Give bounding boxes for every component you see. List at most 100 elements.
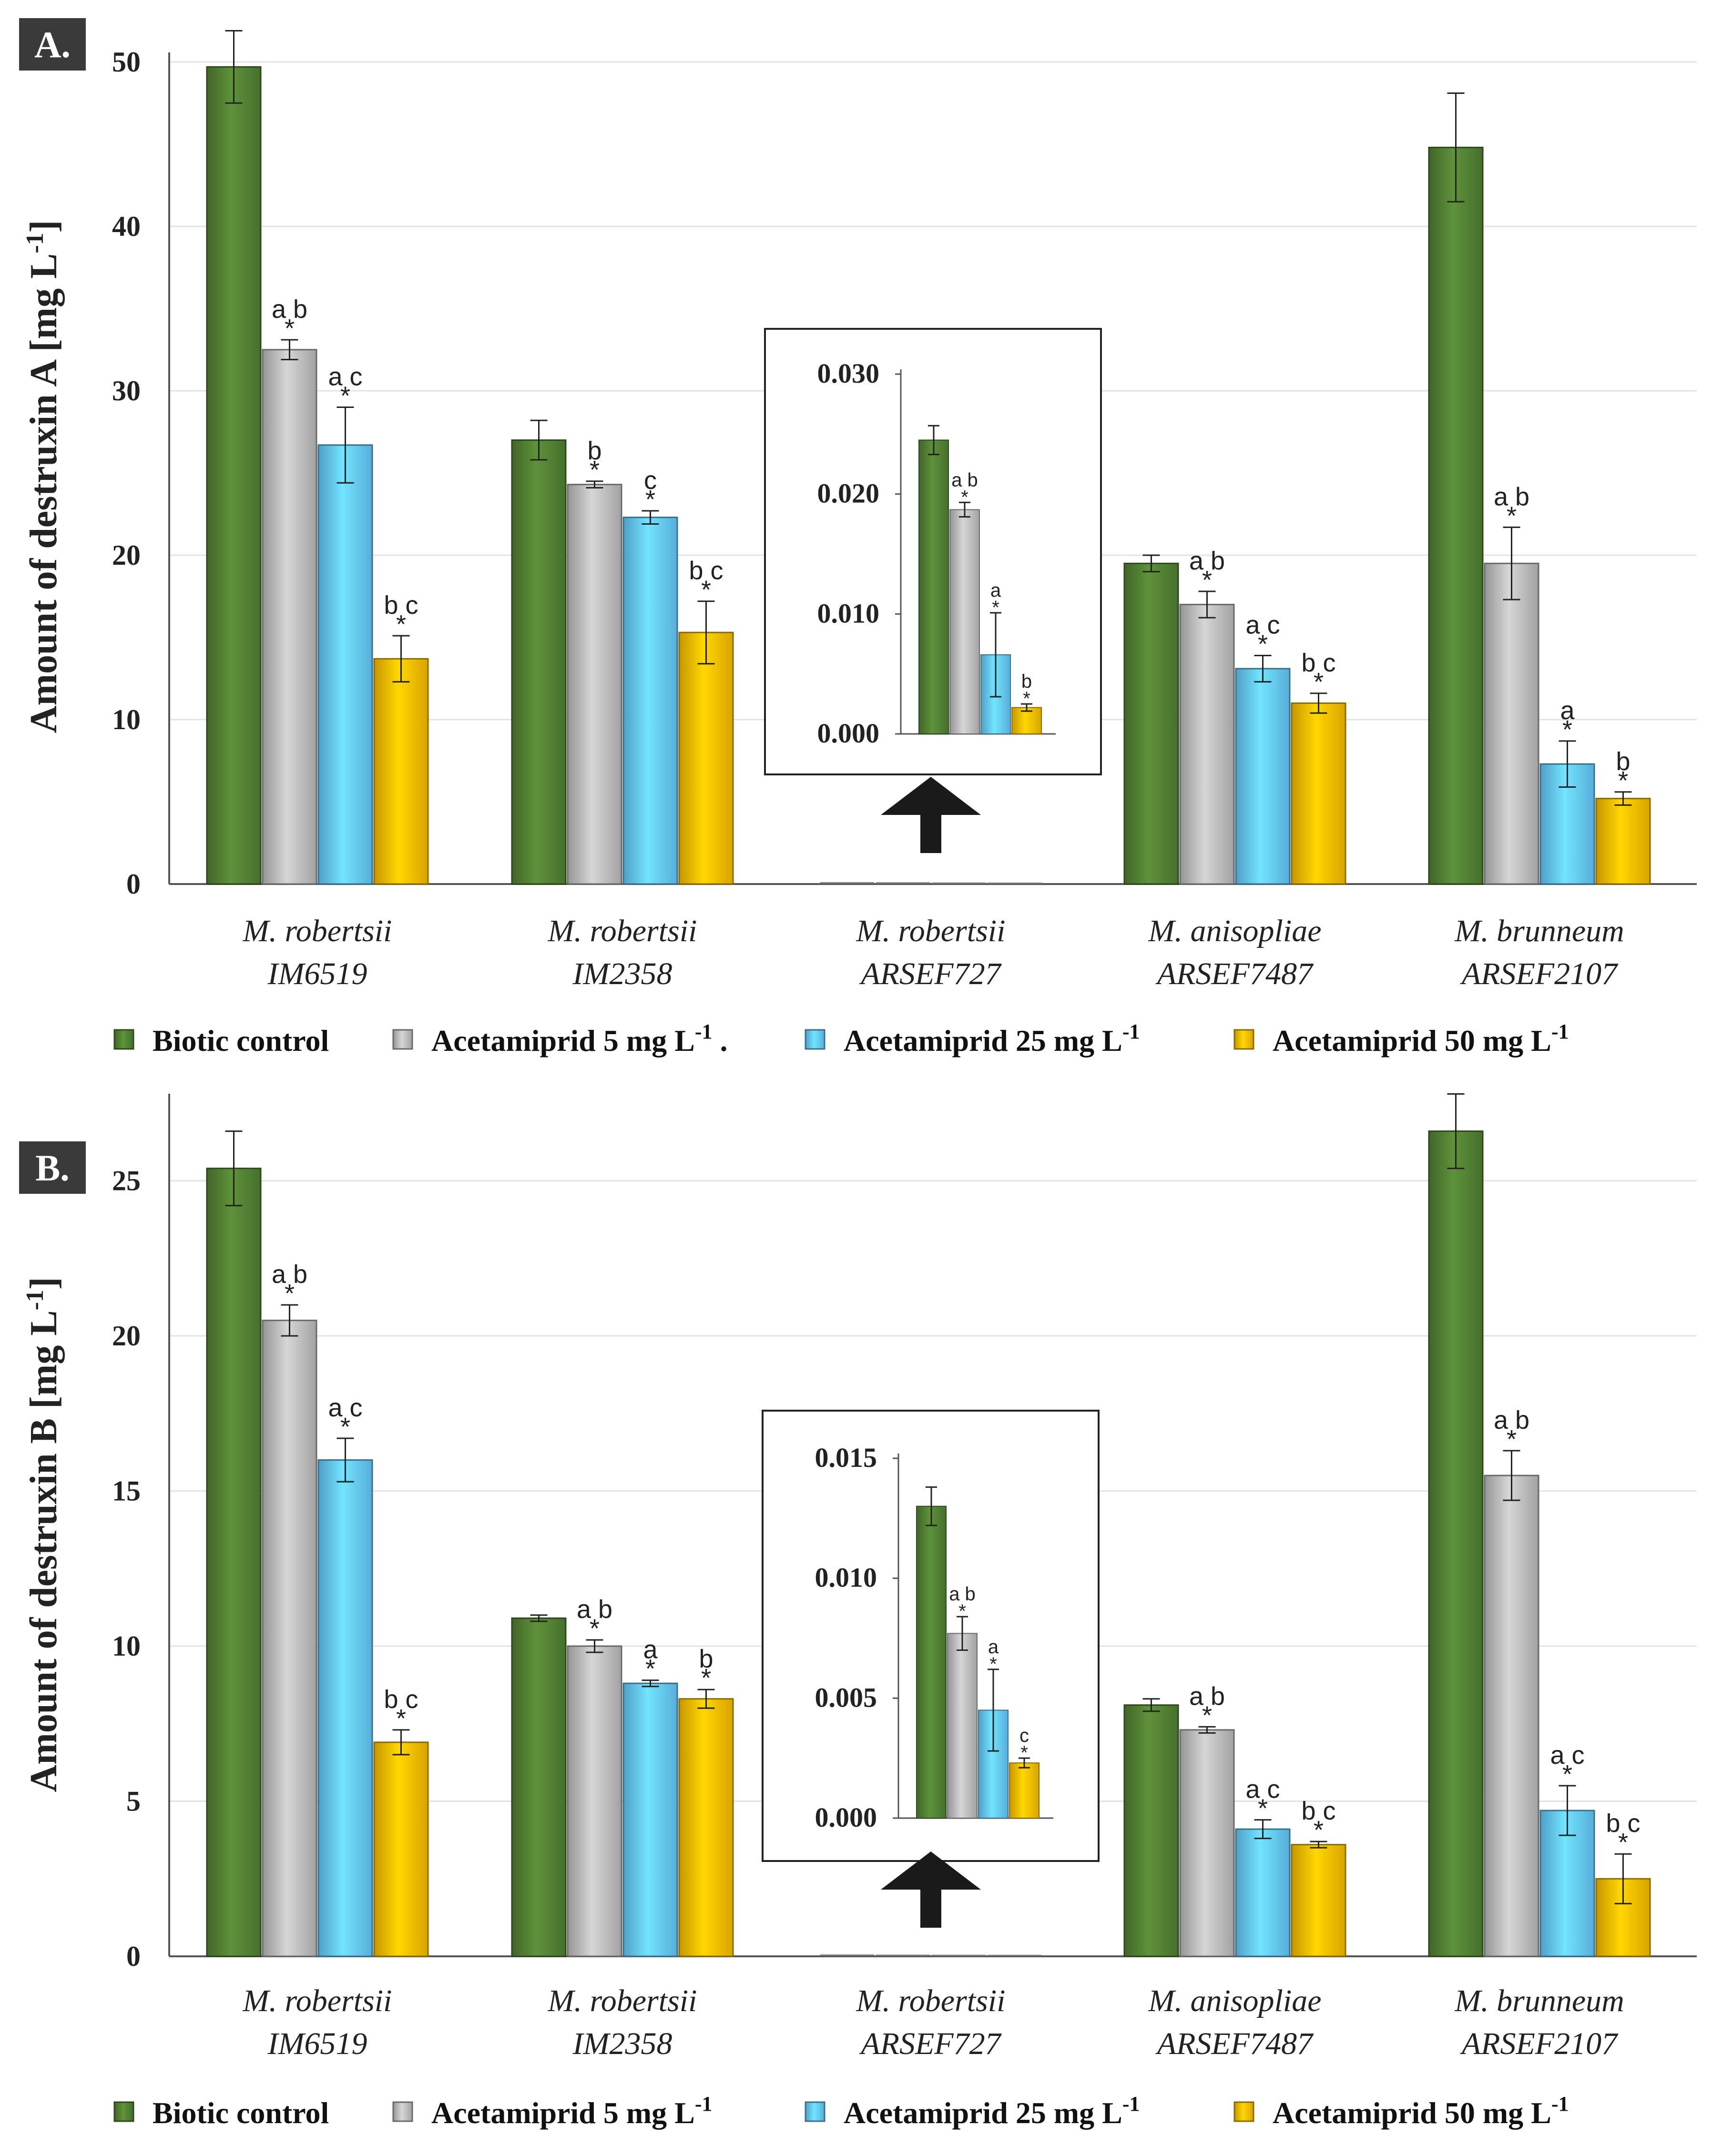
significance-label: a b	[1494, 1406, 1529, 1434]
bar	[622, 1682, 678, 1957]
significance-star: *	[1314, 1816, 1324, 1844]
legend-label: Acetamiprid 25 mg L-1	[844, 1020, 1140, 1058]
bar	[511, 1617, 567, 1957]
bar	[262, 349, 317, 885]
legend: Biotic control Acetamiprid 5 mg L-1 Acetam…	[113, 2092, 1569, 2130]
legend-label: Acetamiprid 50 mg L-1	[1273, 2092, 1569, 2130]
significance-star: *	[701, 1664, 711, 1692]
y-tick-label: 20	[112, 1320, 141, 1352]
inset-significance-star: *	[992, 597, 999, 618]
bar	[317, 1459, 373, 1957]
legend-swatch	[113, 2101, 134, 2122]
bar	[567, 484, 622, 885]
significance-label: b c	[1606, 1809, 1640, 1838]
inset-significance-label: a b	[951, 469, 978, 490]
legend-label-text: Acetamiprid 50 mg L	[1273, 2096, 1551, 2130]
y-tick-label: 5	[126, 1786, 141, 1817]
significance-star: *	[1258, 630, 1268, 658]
significance-star: *	[1618, 766, 1628, 795]
significance-label: b c	[689, 557, 723, 585]
panel-label: B.	[35, 1147, 70, 1189]
legend-swatch	[113, 1029, 134, 1050]
bar-near-zero	[988, 882, 1041, 884]
legend-label-text: Acetamiprid 5 mg L	[431, 2096, 695, 2130]
inset-significance-star: *	[958, 1601, 966, 1622]
significance-star: *	[1314, 668, 1324, 696]
significance-label: a c	[328, 363, 362, 391]
significance-star: *	[1562, 715, 1572, 744]
significance-label: a	[643, 1636, 658, 1664]
y-tick-label: 10	[112, 1630, 141, 1662]
x-category-label: M. robertsii	[243, 1983, 392, 2018]
inset-y-tick-label: 0.010	[815, 1562, 877, 1593]
significance-label: a b	[577, 1595, 612, 1624]
x-category-label: ARSEF727	[859, 956, 1002, 991]
inset-bar	[918, 439, 949, 734]
significance-label: a b	[272, 1260, 307, 1289]
significance-label: b c	[384, 591, 418, 620]
x-category-label: ARSEF2107	[1460, 956, 1619, 991]
bar	[1291, 1844, 1346, 1957]
bar	[1428, 1130, 1484, 1957]
inset-bar	[1011, 707, 1042, 734]
y-axis-title: Amount of destruxin B [mg L-1]	[21, 1277, 65, 1792]
inset-significance-star: *	[961, 487, 968, 508]
x-category-label: ARSEF7487	[1155, 956, 1314, 991]
legend: Biotic control Acetamiprid 5 mg L-1 . Acet…	[113, 1020, 1569, 1058]
significance-star: *	[645, 1655, 655, 1683]
bar-near-zero	[876, 882, 930, 884]
significance-star: *	[340, 1413, 350, 1441]
inset-significance-label: a b	[949, 1584, 976, 1605]
inset-bar	[1009, 1762, 1039, 1819]
bar	[1123, 562, 1179, 885]
inset-bar	[916, 1505, 947, 1819]
significance-star: *	[340, 382, 350, 410]
x-category-label: M. anisopliae	[1148, 914, 1322, 948]
bar	[567, 1645, 622, 1957]
legend-swatch	[1233, 1029, 1254, 1050]
bar	[373, 1741, 429, 1957]
significance-label: b c	[384, 1685, 418, 1714]
chart-panel-a: A. 0 10 20 30 40 50 Amount of destruxin A [mg L…	[19, 18, 1697, 1058]
x-category-label: ARSEF2107	[1460, 2026, 1619, 2061]
significance-label: a c	[328, 1393, 362, 1422]
y-tick-label: 0	[126, 868, 141, 900]
legend-swatch	[392, 2101, 413, 2122]
significance-star: *	[1202, 566, 1212, 594]
inset-y-tick-label: 0.015	[815, 1442, 877, 1473]
legend-label-text: Biotic control	[153, 1024, 329, 1058]
legend-label: Acetamiprid 5 mg L-1 .	[431, 1020, 727, 1058]
significance-star: *	[645, 485, 655, 514]
bar	[678, 1698, 734, 1957]
significance-star: *	[1507, 501, 1517, 530]
significance-star: *	[285, 314, 295, 343]
y-tick-label: 50	[112, 46, 141, 78]
significance-star: *	[396, 610, 406, 639]
legend-swatch	[1233, 2101, 1254, 2122]
bar	[373, 658, 429, 885]
legend-swatch	[392, 1029, 413, 1050]
significance-star: *	[1618, 1828, 1628, 1857]
bar-near-zero	[820, 882, 874, 884]
significance-star: *	[285, 1279, 295, 1308]
significance-label: b	[1616, 747, 1630, 776]
bar	[317, 444, 373, 885]
bar	[1291, 702, 1346, 885]
significance-label: b c	[1301, 649, 1335, 677]
significance-label: b	[587, 437, 601, 465]
x-category-label: IM6519	[267, 2026, 367, 2061]
up-arrow-icon	[881, 777, 981, 853]
bar	[1595, 798, 1651, 885]
y-axis-title: Amount of destruxin A [mg L-1]	[21, 220, 65, 733]
y-axis-title-sup: -1	[21, 233, 49, 253]
inset-y-tick-label: 0.030	[817, 358, 880, 389]
x-category-label: M. robertsii	[548, 914, 697, 948]
bar-near-zero	[988, 1954, 1041, 1956]
inset-significance-star: *	[989, 1654, 997, 1675]
panel-label-box	[19, 1141, 86, 1194]
x-category-label: M. robertsii	[243, 914, 392, 948]
inset-significance-label: c	[1019, 1725, 1029, 1746]
